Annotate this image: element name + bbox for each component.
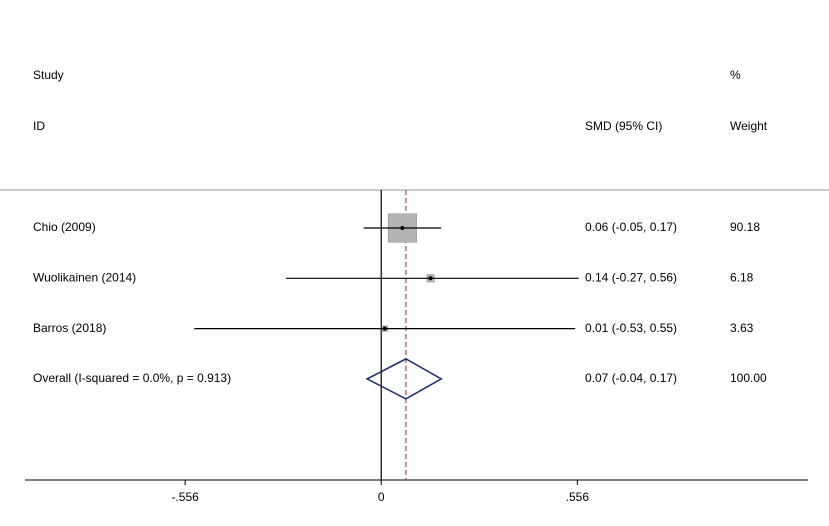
overall-ci-label: 0.07 (-0.04, 0.17) bbox=[585, 371, 677, 385]
header-id: ID bbox=[33, 119, 45, 133]
x-tick-label: -.556 bbox=[171, 490, 199, 504]
header-percent: % bbox=[730, 68, 741, 82]
ci-label: 0.06 (-0.05, 0.17) bbox=[585, 220, 677, 234]
study-label: Wuolikainen (2014) bbox=[33, 270, 136, 284]
overall-label: Overall (I-squared = 0.0%, p = 0.913) bbox=[33, 371, 231, 385]
ci-label: 0.01 (-0.53, 0.55) bbox=[585, 321, 677, 335]
weight-label: 6.18 bbox=[730, 270, 754, 284]
study-label: Chio (2009) bbox=[33, 220, 96, 234]
ci-label: 0.14 (-0.27, 0.56) bbox=[585, 270, 677, 284]
study-label: Barros (2018) bbox=[33, 321, 106, 335]
x-tick-label: 0 bbox=[378, 490, 385, 504]
weight-label: 3.63 bbox=[730, 321, 754, 335]
header-weight: Weight bbox=[730, 119, 768, 133]
point-estimate bbox=[428, 276, 433, 281]
x-tick-label: .556 bbox=[566, 490, 590, 504]
weight-label: 90.18 bbox=[730, 220, 760, 234]
overall-diamond bbox=[365, 358, 443, 400]
header-study: Study bbox=[33, 68, 64, 82]
overall-weight-label: 100.00 bbox=[730, 371, 767, 385]
point-estimate bbox=[382, 326, 387, 331]
header-effect: SMD (95% CI) bbox=[585, 119, 662, 133]
point-estimate bbox=[400, 226, 405, 230]
